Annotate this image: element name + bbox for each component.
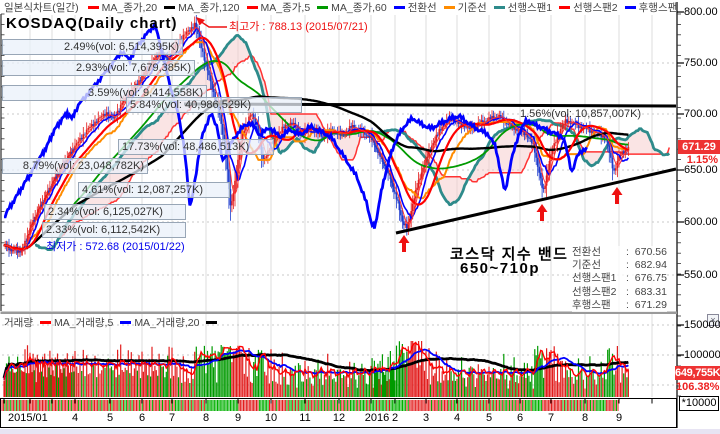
date-tick-label: 9 <box>234 412 242 424</box>
callout-annotation: 2.34%(vol: 6,125,027K) <box>44 204 186 220</box>
volume-ratio-percent: 106.38% <box>676 381 720 393</box>
date-tick-label: 2016 <box>364 412 390 424</box>
main-legend-dash-5 <box>443 5 455 9</box>
ichimoku-row: 후행스팬 : 671.29 <box>572 298 667 312</box>
main-legend-item[interactable]: MA_종가,120 <box>178 1 240 14</box>
low-price-annotation: 최저가 : 572.68 (2015/01/22) <box>46 241 185 253</box>
volume-legend-item[interactable]: MA_거래량,5 <box>53 316 114 329</box>
date-tick-label: 9 <box>615 412 623 424</box>
price-tick-label: 600.00 <box>684 216 718 228</box>
main-legend-item[interactable]: 후행스팬 <box>638 1 676 14</box>
ichimoku-row: 기준선 : 682.94 <box>572 259 667 273</box>
main-legend-item[interactable]: MA_종가,20 <box>101 1 158 14</box>
main-legend-dash-0 <box>87 5 99 9</box>
volume-legend-dash-1 <box>120 320 132 324</box>
callout-annotation: 4.61%(vol: 12,087,257K) <box>78 182 230 198</box>
main-legend-item[interactable]: 선행스팬1 <box>507 1 553 14</box>
band-annotation-line1: 코스닥 지수 밴드 <box>450 246 569 263</box>
volume-label: 거래량 <box>4 316 33 329</box>
main-legend-item[interactable]: MA_종가,60 <box>331 1 387 14</box>
main-legend-item[interactable]: MA_종가,5 <box>260 1 311 14</box>
volume-legend-dash-2 <box>206 320 218 324</box>
ichimoku-row: 선행스팬1 : 676.75 <box>572 272 667 286</box>
date-tick-label: 8 <box>581 412 589 424</box>
price-change-percent: 1.15% <box>686 154 718 166</box>
current-volume-badge: 649,755K <box>675 366 720 380</box>
chart-title: KOSDAQ(Daily chart) <box>6 15 178 32</box>
chart-style-label: 일본식차트(일간) <box>4 1 79 14</box>
volume-legend: 거래량 MA_거래량,5 MA_거래량,20 <box>4 315 404 329</box>
ichimoku-row: 전환선 : 670.56 <box>572 246 667 260</box>
volume-tick-label: 100000 <box>684 349 720 361</box>
ichimoku-value-panel: 전환선 : 670.56 기준선 : 682.94 선행스팬1 : 676.75 선행… <box>572 246 667 312</box>
price-tick-label: 700.00 <box>684 108 718 120</box>
main-legend-dash-2 <box>246 5 258 9</box>
window-bottom-strip <box>0 429 720 434</box>
callout-annotation: 8.79%(vol: 23,048,782K) <box>2 158 148 174</box>
date-tick-label: 4 <box>71 412 79 424</box>
main-legend-dash-3 <box>317 5 329 9</box>
date-tick-label: 2015/01 <box>8 412 48 424</box>
high-price-annotation: 최고가 : 788.13 (2015/07/21) <box>229 21 368 33</box>
price-tick-label: 800.00 <box>684 6 718 18</box>
callout-annotation: 2.49%(vol: 6,514,395K) <box>2 39 183 55</box>
main-legend-dash-8 <box>624 5 636 9</box>
date-tick-label: 10 <box>264 412 278 424</box>
main-legend-item[interactable]: 전환선 <box>407 1 437 14</box>
main-legend-item[interactable]: 기준선 <box>457 1 487 14</box>
volume-tick-label: 150000 <box>684 319 720 331</box>
date-tick-label: 12 <box>332 412 346 424</box>
date-tick-label: 6 <box>516 412 524 424</box>
date-tick-label: 3 <box>422 412 430 424</box>
ichimoku-row: 선행스팬2 : 683.31 <box>572 285 667 299</box>
main-legend: 일본식차트(일간) MA_종가,20 MA_종가,120 MA_종가,5 MA_종가,… <box>4 0 676 14</box>
price-tick-label: 750.00 <box>684 57 718 69</box>
date-tick-label: 5 <box>106 412 114 424</box>
date-tick-label: 4 <box>453 412 461 424</box>
band-annotation-line2: 650~710p <box>460 260 540 277</box>
callout-annotation: 2.33%(vol: 6,112,542K) <box>42 222 186 238</box>
date-tick-label: 5 <box>485 412 493 424</box>
date-tick-label: 7 <box>547 412 555 424</box>
main-legend-dash-7 <box>559 5 571 9</box>
main-legend-dash-1 <box>164 5 176 9</box>
current-price-badge: 671.29 <box>678 140 720 154</box>
main-legend-dash-6 <box>493 5 505 9</box>
date-tick-label: 6 <box>138 412 146 424</box>
main-legend-item[interactable]: 선행스팬2 <box>573 1 618 14</box>
date-tick-label: 7 <box>168 412 176 424</box>
date-tick-label: 2 <box>391 412 399 424</box>
date-tick-label: 8 <box>202 412 210 424</box>
callout-annotation: 5.84%(vol: 40,986,529K) <box>126 97 302 113</box>
callout-annotation: 17.73%(vol: 48,486,513K) <box>118 139 274 155</box>
volume-unit-label: *10000 <box>679 396 719 411</box>
price-tick-label: 550.00 <box>684 269 718 281</box>
volume-legend-dash-0 <box>39 320 51 324</box>
date-tick-label: 11 <box>299 412 311 424</box>
close-icon[interactable]: × <box>707 314 719 326</box>
callout-annotation: 2.93%(vol: 7,679,385K) <box>2 60 195 76</box>
volume-legend-item[interactable]: MA_거래량,20 <box>134 316 200 329</box>
right-percentage-callout: 1.56%(vol: 10,857,007K) <box>520 108 642 120</box>
price-tick-label: 650.00 <box>684 164 718 176</box>
main-legend-dash-4 <box>393 5 405 9</box>
